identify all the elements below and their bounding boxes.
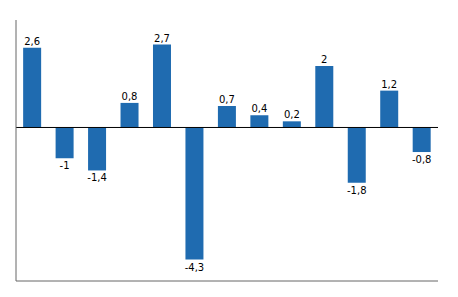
svg-text:0,8: 0,8 [122,91,138,102]
svg-text:-1: -1 [60,160,70,171]
svg-text:0,7: 0,7 [219,94,235,105]
svg-text:-4,3: -4,3 [185,262,205,273]
svg-text:-1,4: -1,4 [87,172,107,183]
svg-text:2,7: 2,7 [154,33,170,44]
svg-text:0,2: 0,2 [284,109,300,120]
svg-text:0,4: 0,4 [251,103,267,114]
svg-text:-0,8: -0,8 [412,154,432,165]
svg-text:-1,8: -1,8 [347,185,367,196]
svg-text:2,6: 2,6 [24,36,40,47]
svg-text:2: 2 [321,54,327,65]
svg-text:1,2: 1,2 [381,79,397,90]
